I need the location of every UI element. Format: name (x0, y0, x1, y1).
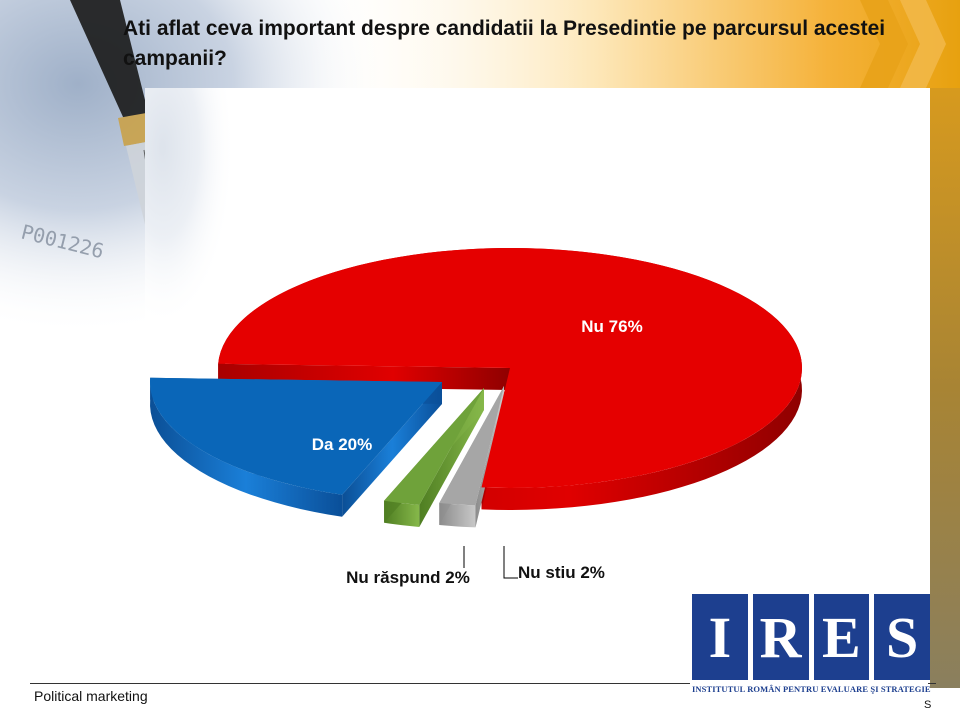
ires-logo: I R E S INSTITUTUL ROMÂN PENTRU EVALUARE… (692, 594, 931, 700)
leader-line-nu-stiu (503, 546, 518, 579)
logo-letter-r: R (752, 594, 809, 680)
pie-slice-side-nu-stiu (439, 503, 476, 528)
data-label-nu-raspund: Nu răspund 2% (346, 568, 470, 587)
pie-slice-nu-raspund (384, 388, 484, 506)
footer-text: Political marketing (34, 688, 148, 704)
logo-letter-i: I (692, 594, 748, 680)
footer-divider-end (928, 683, 936, 684)
pie-slice-nu (218, 248, 803, 488)
page-title: Ati aflat ceva important despre candidat… (123, 17, 886, 70)
logo-letter-e: E (813, 594, 870, 680)
data-label-nu: Nu 76% (581, 317, 642, 336)
data-label-da: Da 20% (312, 435, 372, 454)
data-label-nu-stiu: Nu stiu 2% (518, 563, 605, 582)
page-mark: S (924, 699, 932, 711)
pie-slice-side-da (150, 377, 343, 517)
logo-letter-s: S (874, 594, 930, 680)
logo-subtitle: INSTITUTUL ROMÂN PENTRU EVALUARE ŞI STRA… (692, 684, 931, 694)
pie-slice-wall-da-0 (342, 382, 442, 517)
footer-divider (30, 683, 690, 684)
pie-slice-nu-stiu (439, 386, 504, 506)
pie-slice-da (150, 377, 442, 495)
